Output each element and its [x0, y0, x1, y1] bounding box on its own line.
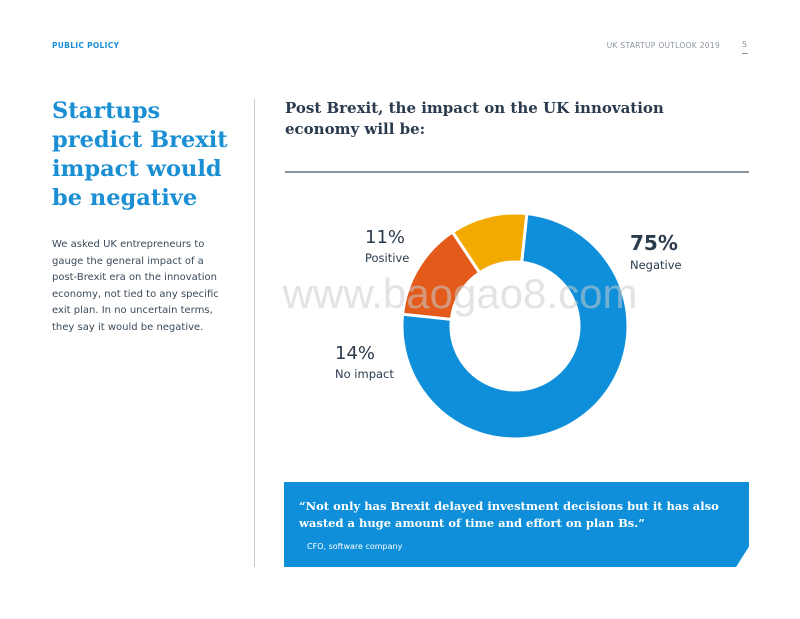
slice-value-label: 75% — [630, 231, 678, 255]
slice-category-label: No impact — [335, 367, 394, 381]
quote-box-corner-cut — [736, 545, 750, 567]
title-rule — [285, 171, 749, 173]
slice-category-label: Negative — [630, 258, 682, 272]
column-divider — [254, 99, 255, 567]
quote-source: CFO, software company — [307, 542, 403, 551]
publication-title: UK STARTUP OUTLOOK 2019 — [606, 41, 720, 50]
donut-slice-positive — [450, 211, 529, 275]
watermark: www.baogao8.com — [282, 270, 638, 317]
quote-text: “Not only has Brexit delayed investment … — [299, 499, 719, 530]
slice-value-label: 11% — [365, 227, 405, 248]
slice-category-label: Positive — [365, 251, 409, 265]
page-number-underline — [742, 53, 748, 54]
donut-slice-negative — [400, 211, 630, 441]
section-label: PUBLIC POLICY — [52, 41, 120, 50]
slice-value-label: 14% — [335, 343, 375, 364]
headline: Startups predict Brexit impact would be … — [52, 98, 228, 211]
intro-paragraph: We asked UK entrepreneurs to gauge the g… — [52, 239, 219, 333]
chart-title: Post Brexit, the impact on the UK innova… — [285, 99, 664, 138]
page-number: 5 — [742, 40, 748, 49]
quote-box — [284, 482, 749, 567]
